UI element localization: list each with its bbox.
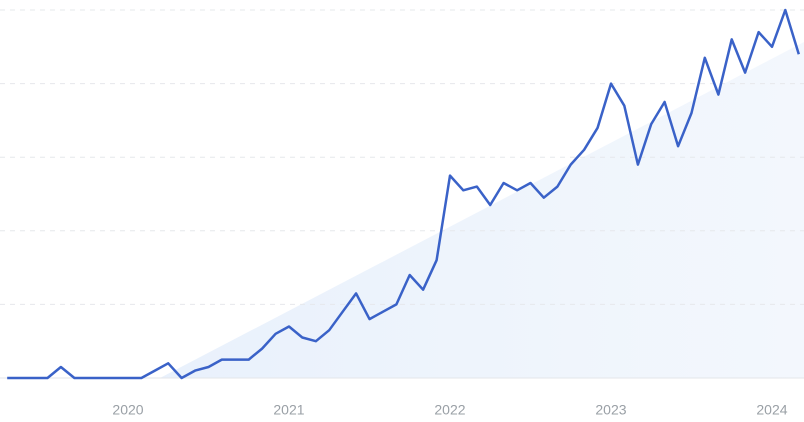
trend-line <box>7 8 800 380</box>
x-tick-label: 2024 <box>756 402 787 418</box>
trend-area <box>160 42 804 378</box>
x-tick-label: 2023 <box>595 402 626 418</box>
x-tick-label: 2021 <box>273 402 304 418</box>
x-tick-label: 2020 <box>112 402 143 418</box>
x-tick-label: 2022 <box>434 402 465 418</box>
